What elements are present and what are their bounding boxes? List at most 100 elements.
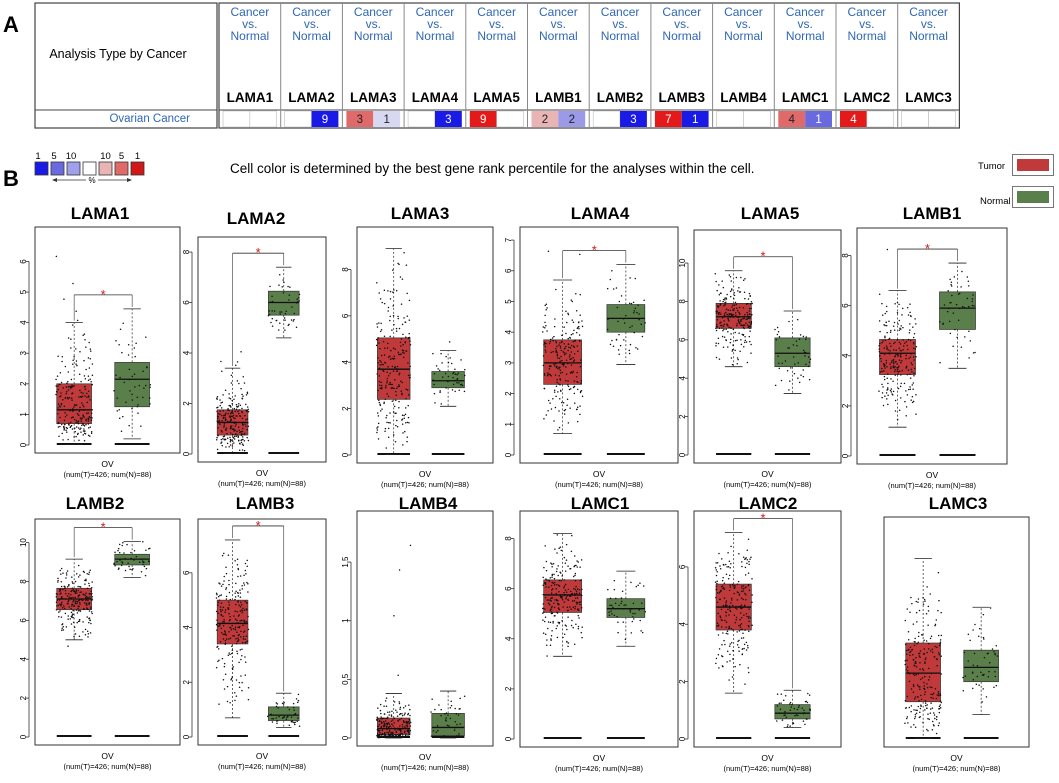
data-point [616, 306, 619, 309]
data-point [749, 617, 752, 619]
data-point [931, 707, 934, 709]
data-point [617, 631, 619, 634]
data-point [551, 629, 553, 632]
data-point [565, 596, 567, 598]
data-point [734, 665, 736, 668]
data-point [380, 712, 382, 715]
data-point [88, 585, 91, 587]
data-point [247, 615, 249, 618]
data-point [882, 386, 884, 388]
data-point [392, 725, 394, 727]
data-point [84, 594, 87, 597]
data-point [67, 645, 69, 647]
data-point [298, 293, 301, 296]
data-point [389, 381, 391, 384]
data-point [378, 384, 381, 386]
y-tick-label: 4 [504, 636, 513, 641]
cell-color-caption: Cell color is determined by the best gen… [230, 161, 755, 176]
data-point [234, 699, 236, 702]
data-point [911, 648, 914, 651]
data-point [576, 371, 578, 374]
data-point [734, 312, 737, 314]
data-point [557, 429, 559, 431]
data-point [725, 611, 728, 614]
data-point [279, 311, 281, 313]
data-point [231, 433, 234, 436]
data-point [718, 311, 721, 314]
data-point [218, 421, 221, 424]
data-point [912, 347, 915, 349]
data-point [906, 666, 909, 668]
data-point [734, 621, 737, 624]
data-point [738, 553, 740, 555]
data-point [450, 700, 452, 703]
row-header-box [34, 2, 218, 129]
data-point [544, 327, 546, 329]
data-point [745, 322, 747, 324]
data-point [921, 668, 924, 670]
data-point [804, 723, 806, 726]
data-point [971, 300, 973, 303]
data-point [909, 329, 911, 331]
data-point [878, 345, 880, 347]
data-point [83, 432, 86, 435]
data-point [87, 420, 90, 422]
data-point [746, 644, 749, 647]
data-point [885, 345, 888, 347]
data-point [68, 583, 70, 586]
data-point [739, 618, 741, 621]
data-point [728, 313, 730, 315]
data-point [558, 608, 561, 611]
data-point [917, 641, 920, 644]
data-point [739, 612, 742, 614]
gene-header-lama3: LAMA3 [350, 90, 397, 105]
data-point [237, 600, 239, 602]
data-point [75, 419, 78, 422]
heat-cell [558, 111, 586, 127]
data-point [730, 602, 732, 604]
data-point [382, 370, 385, 373]
data-point [792, 344, 795, 346]
data-point [379, 347, 381, 350]
data-point [806, 718, 808, 720]
y-tick-label: 4 [504, 329, 513, 334]
data-point [216, 436, 218, 439]
data-point [435, 731, 438, 733]
data-point [242, 433, 244, 435]
y-tick-label: 8 [678, 299, 687, 304]
data-point [143, 565, 146, 568]
y-tick-label: 0 [504, 736, 513, 741]
data-point [552, 562, 555, 565]
data-point [71, 428, 74, 430]
data-point [89, 619, 91, 621]
data-point [890, 388, 893, 390]
data-point [66, 431, 68, 433]
data-point [376, 339, 379, 341]
data-point [800, 374, 802, 376]
data-point [722, 300, 724, 303]
data-point [939, 642, 941, 645]
data-point [545, 560, 548, 563]
data-point [87, 418, 90, 420]
data-point [565, 366, 567, 368]
data-point [899, 343, 902, 345]
data-point [228, 583, 230, 586]
data-point [222, 409, 224, 412]
data-point [638, 609, 641, 611]
data-point [778, 712, 781, 714]
data-point [241, 641, 244, 644]
data-point [739, 291, 742, 293]
data-point [378, 401, 381, 404]
data-point [216, 593, 218, 596]
data-point [285, 718, 288, 720]
data-point [233, 635, 235, 637]
data-point [750, 320, 753, 323]
data-point [640, 630, 642, 632]
data-point [284, 319, 286, 321]
data-point [59, 425, 61, 428]
data-point [549, 644, 552, 647]
data-point [397, 262, 399, 265]
data-point [738, 306, 741, 309]
data-point [222, 679, 225, 681]
